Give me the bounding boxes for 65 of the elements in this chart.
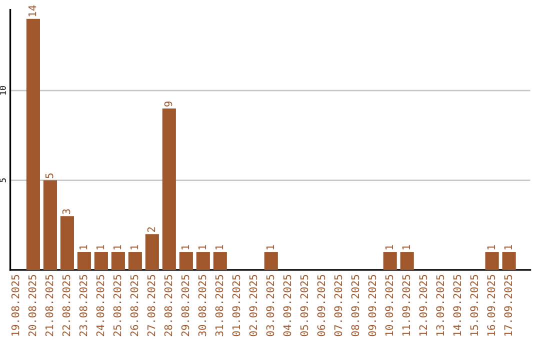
x-tick-label: 04.09.2025	[283, 274, 292, 336]
x-tick-label: 05.09.2025	[300, 274, 308, 336]
data-label: 1	[130, 245, 138, 250]
y-tick-label: 10	[0, 86, 6, 95]
data-label: 1	[215, 245, 224, 250]
bar	[162, 108, 176, 270]
bar	[111, 252, 125, 270]
bar	[26, 18, 40, 270]
x-tick-label: 02.09.2025	[249, 274, 258, 336]
data-label: 1	[487, 245, 495, 250]
data-label: 1	[79, 245, 88, 250]
x-tick-label: 19.08.2025	[11, 274, 20, 336]
bar	[179, 252, 193, 270]
data-label: 1	[113, 245, 122, 250]
bar	[145, 234, 159, 270]
x-tick-label: 08.09.2025	[351, 274, 360, 336]
x-tick-label: 27.08.2025	[147, 274, 156, 336]
data-label: 1	[96, 245, 104, 250]
x-tick-label: 06.09.2025	[317, 274, 326, 336]
x-tick-label: 25.08.2025	[113, 274, 122, 336]
data-label: 9	[164, 102, 172, 106]
x-tick-label: 26.08.2025	[130, 274, 138, 336]
data-label: 1	[198, 245, 206, 250]
bar	[196, 252, 210, 270]
x-tick-label: 13.09.2025	[436, 274, 444, 336]
data-label: 1	[181, 245, 190, 250]
data-label: 5	[46, 173, 54, 178]
x-tick-label: 16.09.2025	[487, 274, 496, 336]
bar	[77, 252, 91, 270]
x-tick-label: 31.08.2025	[215, 274, 224, 336]
data-label: 3	[62, 209, 70, 214]
x-tick-label: 09.09.2025	[368, 274, 376, 336]
bar	[60, 216, 74, 270]
x-tick-label: 11.09.2025	[402, 274, 410, 336]
x-tick-label: 14.09.2025	[453, 274, 462, 336]
data-label: 1	[266, 245, 274, 250]
x-tick-label: 24.08.2025	[96, 274, 104, 336]
x-tick-label: 03.09.2025	[266, 274, 274, 336]
x-tick-label: 07.09.2025	[334, 274, 342, 336]
bar	[400, 252, 414, 270]
bar	[383, 252, 397, 270]
x-tick-label: 01.09.2025	[232, 274, 240, 336]
x-tick-label: 30.08.2025	[198, 274, 206, 336]
x-tick-label: 22.08.2025	[62, 274, 70, 336]
data-label: 1	[402, 245, 410, 250]
x-tick-label: 23.08.2025	[79, 274, 88, 336]
data-label: 14	[28, 5, 36, 16]
x-tick-label: 29.08.2025	[181, 274, 190, 336]
bar	[43, 180, 57, 270]
bar	[94, 252, 108, 270]
x-tick-label: 10.09.2025	[385, 274, 394, 336]
data-label: 1	[385, 245, 393, 250]
data-label: 2	[147, 227, 156, 232]
bar	[485, 252, 499, 270]
x-tick-label: 28.08.2025	[164, 274, 172, 336]
x-tick-label: 17.09.2025	[504, 274, 512, 336]
data-label: 1	[504, 245, 512, 250]
x-tick-label: 12.09.2025	[419, 274, 428, 336]
x-tick-label: 20.08.2025	[28, 274, 36, 336]
x-tick-label: 21.08.2025	[45, 274, 54, 336]
bar	[264, 252, 278, 270]
bar	[213, 252, 227, 270]
bar	[502, 252, 516, 270]
bar	[128, 252, 142, 270]
x-tick-label: 15.09.2025	[470, 274, 478, 336]
